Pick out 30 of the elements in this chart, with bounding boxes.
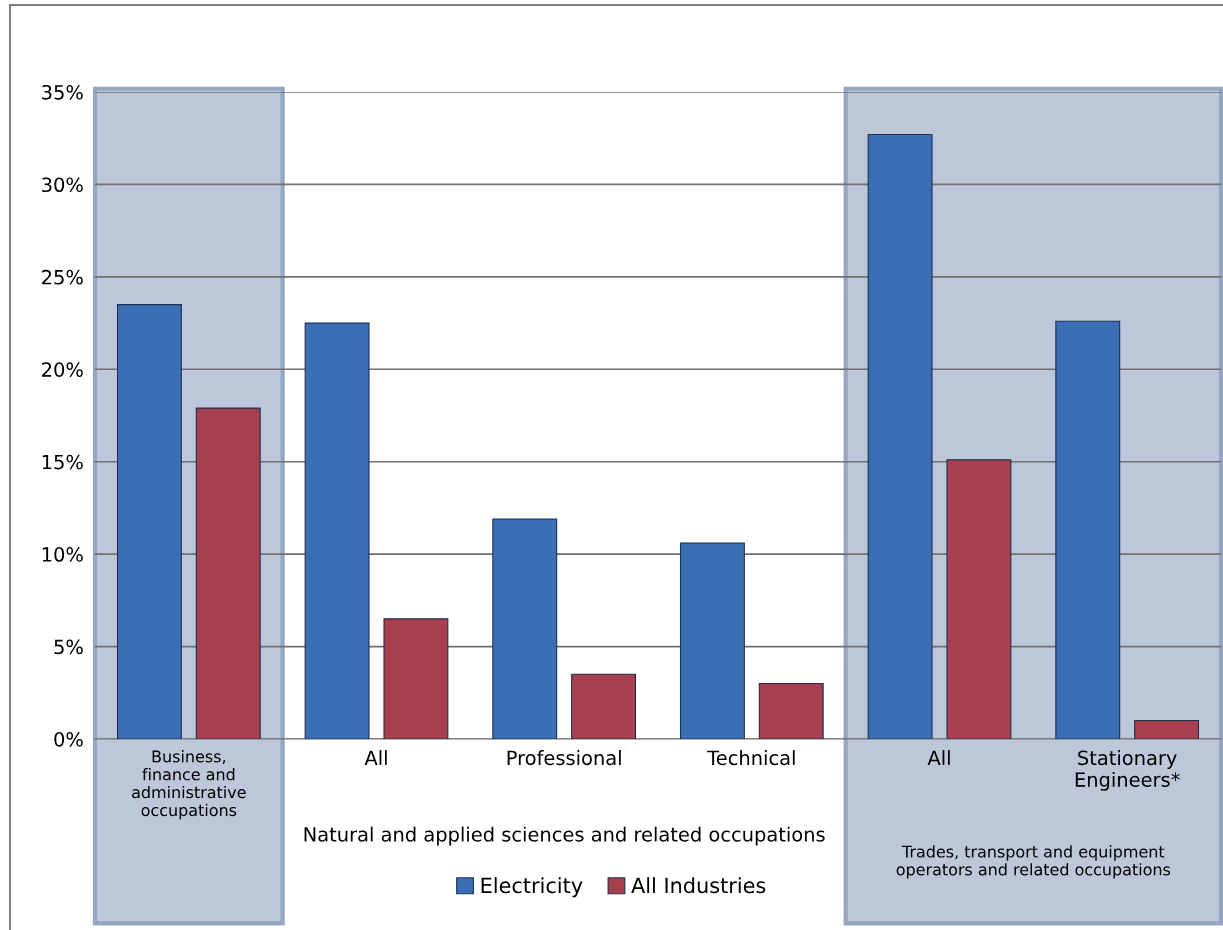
y-tick-label: 5% [54,639,83,655]
y-tick-label: 25% [42,269,83,285]
text: Natural and applied sciences and related occupations [304,826,825,846]
bar [1055,320,1121,739]
bar [758,682,824,739]
bar [571,673,637,739]
text: Trades, transport and equipment operators and related occupations [896,845,1171,879]
bar [492,518,558,739]
x-tick-label: All [364,750,387,765]
bar [946,459,1012,739]
x-tick-label: Professional [507,750,621,766]
bar [1134,719,1200,739]
legend-label: Electricity [481,877,583,898]
y-tick-label: 35% [42,84,83,100]
bar [116,304,182,739]
bar [383,618,449,739]
x-tick-label: Stationary Engineers* [1075,750,1180,791]
x-tick-label: All [927,750,950,765]
y-tick-label: 15% [42,454,83,470]
y-tick-label: 20% [42,362,83,377]
y-tick-label: 10% [42,547,83,562]
bar [867,133,933,739]
x-tick-label: Business, finance and administrative occupations [132,750,246,820]
y-tick-label: 0% [54,731,83,747]
legend-label: All Industries [631,877,766,894]
bar [679,542,745,739]
bar [304,322,370,739]
x-tick-label: Technical [707,750,795,766]
bar [195,407,261,739]
y-tick-label: 30% [42,177,83,193]
